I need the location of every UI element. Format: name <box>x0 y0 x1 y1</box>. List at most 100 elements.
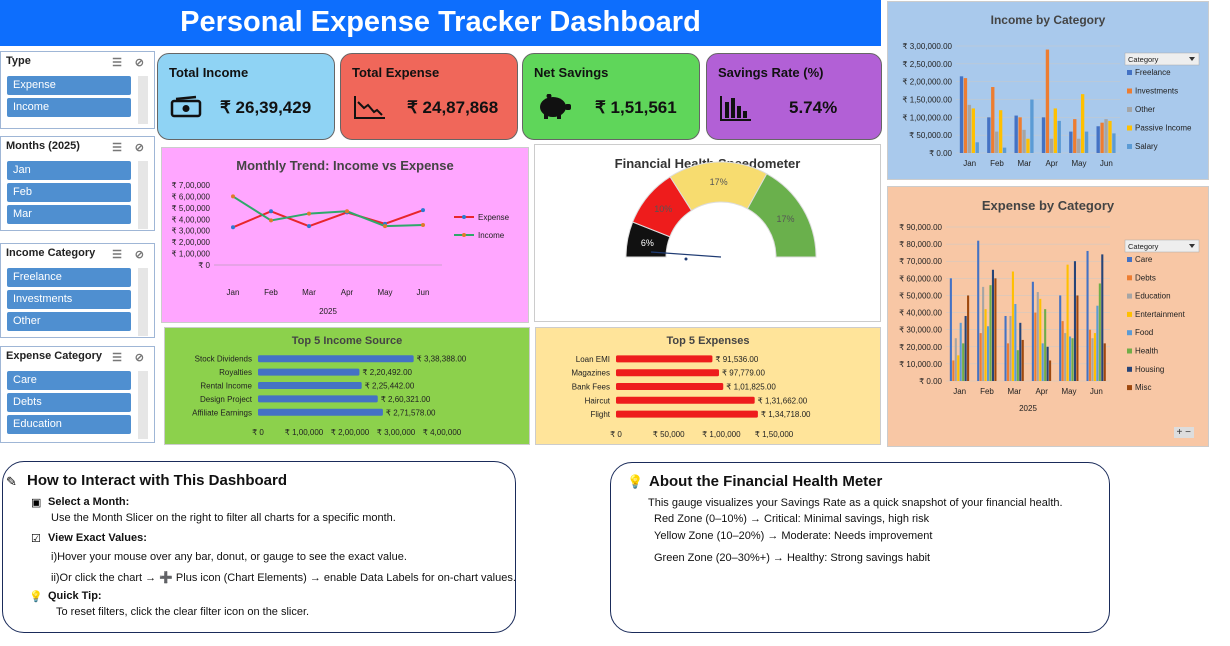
bar-housing <box>1019 322 1022 381</box>
reset-instruction: To reset filters, click the clear filter… <box>56 606 310 618</box>
multi-select-icon[interactable]: ☰ <box>112 142 122 154</box>
expense-by-category-chart[interactable]: Expense by Category ₹ 0.00 ₹ 10,000.00 ₹ 2… <box>887 186 1209 447</box>
x-tick-label: ₹ 2,00,000 <box>331 428 370 437</box>
multi-select-icon[interactable]: ☰ <box>112 352 122 364</box>
slicer-item-expense[interactable]: Expense <box>7 76 131 95</box>
bar-passive-income <box>1108 120 1112 153</box>
data-label: ₹ 1,34,718.00 <box>761 410 811 419</box>
bar-housing <box>1073 261 1077 381</box>
bar-misc <box>1049 360 1052 381</box>
legend-label: Debts <box>1135 273 1156 282</box>
zoom-controls[interactable]: + − <box>1173 427 1194 438</box>
slicer-income-category[interactable]: Income Category ☰ ⊘ Freelance Investment… <box>0 243 155 338</box>
bar-food <box>1014 304 1017 381</box>
speedometer-chart[interactable]: Financial Health Speedometer ZoneNeedle6… <box>534 144 881 322</box>
legend-swatch <box>1127 257 1132 262</box>
slicer-items: Expense Income <box>1 76 154 117</box>
page-title: Personal Expense Tracker Dashboard <box>0 0 881 46</box>
clear-filter-icon[interactable]: ⊘ <box>134 57 144 69</box>
bar-chart-icon <box>720 96 751 121</box>
bar-debts <box>1061 321 1064 381</box>
y-tick-label: ₹ 2,50,000.00 <box>902 60 952 69</box>
income-by-category-chart[interactable]: Income by Category ₹ 0.00 ₹ 50,000.00 ₹ 1,… <box>887 1 1209 180</box>
slicer-item-education[interactable]: Education <box>7 415 131 434</box>
bar-salary <box>1002 147 1007 153</box>
y-tick-label: ₹ 60,000.00 <box>899 274 942 283</box>
bar-misc <box>1021 339 1024 381</box>
bar-investments <box>1018 117 1022 153</box>
slicer-item-other[interactable]: Other <box>7 312 131 331</box>
top5-expenses-chart[interactable]: Top 5 Expenses ₹ 0 ₹ 50,000 ₹ 1,00,000 ₹ 1,… <box>535 327 881 445</box>
bar-care <box>1086 250 1089 381</box>
slicer-expense-category[interactable]: Expense Category ☰ ⊘ Care Debts Educatio… <box>0 346 155 443</box>
bar <box>616 410 758 418</box>
scrollbar[interactable] <box>138 161 148 229</box>
y-tick-label: ₹ 2,00,000.00 <box>902 78 952 87</box>
bar-freelance <box>987 117 991 153</box>
slicer-months[interactable]: Months (2025) ☰ ⊘ Jan Feb Mar <box>0 136 155 231</box>
legend-filter-box <box>1124 52 1200 66</box>
gauge-plot: ZoneNeedle6%10%17%17% <box>625 161 817 261</box>
multi-select-icon[interactable]: ☰ <box>112 249 122 261</box>
bar-care <box>1004 315 1007 381</box>
x-tick-label: ₹ 1,00,000 <box>285 428 324 437</box>
bar-housing <box>991 269 995 381</box>
clear-filter-icon[interactable]: ⊘ <box>134 249 144 261</box>
y-tick-label: ₹ 1,50,000.00 <box>902 96 952 105</box>
green-zone-text: Green Zone (20–30%+) → Healthy: Strong s… <box>654 552 931 564</box>
slicer-item-jan[interactable]: Jan <box>7 161 131 180</box>
data-label: ₹ 1,01,825.00 <box>726 383 776 392</box>
y-tick-label: Haircut <box>585 396 611 405</box>
bar-other <box>995 131 999 153</box>
legend-label: Health <box>1135 347 1158 356</box>
x-tick-label: Jun <box>1090 387 1103 396</box>
x-axis-label: 2025 <box>319 307 337 316</box>
bar-passive-income <box>971 108 975 153</box>
scrollbar[interactable] <box>138 371 148 439</box>
data-label: ₹ 3,38,388.00 <box>417 355 467 364</box>
about-box: 💡 About the Financial Health Meter This … <box>610 462 1110 633</box>
bar-education <box>1091 338 1094 381</box>
y-tick-label: ₹ 20,000.00 <box>899 343 942 352</box>
red-zone-text: Red Zone (0–10%) → Critical: Minimal sav… <box>654 513 930 525</box>
scrollbar[interactable] <box>138 76 148 124</box>
bar-food <box>1069 336 1072 381</box>
bar-investments <box>963 78 968 153</box>
bar-freelance <box>1041 117 1046 153</box>
bar-salary <box>1057 120 1061 153</box>
clear-filter-icon[interactable]: ⊘ <box>134 352 144 364</box>
scrollbar[interactable] <box>138 268 148 336</box>
slicer-item-feb[interactable]: Feb <box>7 183 131 202</box>
bar-debts <box>979 333 982 381</box>
x-tick-label: Jan <box>227 288 240 297</box>
top5-income-chart[interactable]: Top 5 Income Source ₹ 0 ₹ 1,00,000 ₹ 2,00,… <box>164 327 530 445</box>
kpi-total-expense: Total Expense ₹ 24,87,868 <box>340 53 518 140</box>
slicer-item-freelance[interactable]: Freelance <box>7 268 131 287</box>
bar-misc <box>1103 343 1106 381</box>
data-point <box>269 218 273 223</box>
bar-other <box>1077 138 1081 153</box>
x-tick-label: Jan <box>953 387 966 396</box>
bar-food <box>987 326 990 381</box>
bar-passive-income <box>1026 138 1030 153</box>
y-tick-label: ₹ 7,00,000 <box>172 181 211 190</box>
slicer-item-care[interactable]: Care <box>7 371 131 390</box>
monthly-trend-chart[interactable]: Monthly Trend: Income vs Expense ₹ 0 ₹ 1,… <box>161 147 529 323</box>
slicer-item-income[interactable]: Income <box>7 98 131 117</box>
slicer-type[interactable]: Type ☰ ⊘ Expense Income <box>0 51 155 129</box>
slicer-item-debts[interactable]: Debts <box>7 393 131 412</box>
clear-filter-icon[interactable]: ⊘ <box>134 142 144 154</box>
x-tick-label: Mar <box>1017 159 1031 168</box>
bar-investments <box>1100 122 1104 153</box>
y-tick-label: ₹ 2,00,000 <box>172 238 211 247</box>
select-month-heading: Select a Month: <box>48 496 130 508</box>
legend-swatch <box>1127 311 1132 317</box>
multi-select-icon[interactable]: ☰ <box>112 57 122 69</box>
slicer-item-investments[interactable]: Investments <box>7 290 131 309</box>
y-tick-label: ₹ 40,000.00 <box>899 309 942 318</box>
slicer-item-mar[interactable]: Mar <box>7 205 131 224</box>
income-category-plot: ₹ 0.00 ₹ 50,000.00 ₹ 1,00,000.00 ₹ 1,50,000… <box>902 42 1200 168</box>
about-title: About the Financial Health Meter <box>649 473 883 490</box>
data-label: ₹ 2,71,578.00 <box>386 408 436 417</box>
x-tick-label: Jun <box>417 288 430 297</box>
